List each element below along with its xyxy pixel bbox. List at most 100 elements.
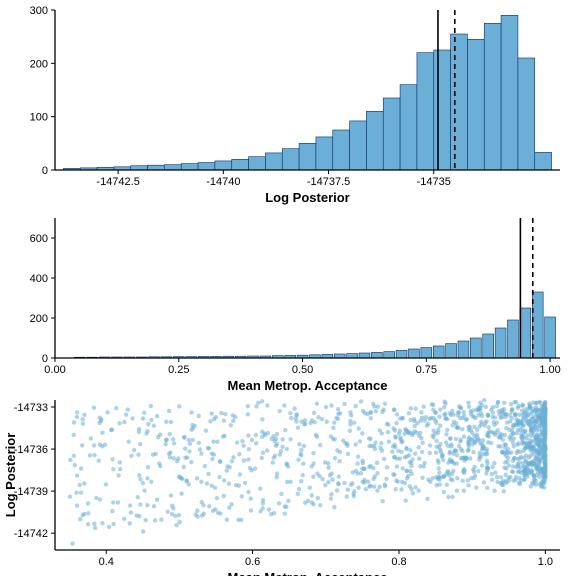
scatter-point [342,481,346,485]
scatter-point [474,485,478,489]
scatter-point [75,415,79,419]
histogram-bar [265,153,282,170]
scatter-point [239,518,243,522]
scatter-point [149,480,153,484]
scatter-point [279,492,283,496]
scatter-point [248,466,252,470]
scatter-point [172,456,176,460]
histogram-bar [282,149,299,170]
scatter-point [506,476,510,480]
scatter-point [522,456,526,460]
scatter-point [280,437,284,441]
scatter-point [444,432,448,436]
scatter-point [489,430,493,434]
scatter-point [215,496,219,500]
scatter-point [416,488,420,492]
scatter-point [151,452,155,456]
scatter-point [177,404,181,408]
histogram-bar [421,348,432,358]
scatter-point [231,419,235,423]
scatter-point [110,427,114,431]
scatter-point [254,433,258,437]
scatter-point [111,500,115,504]
scatter-point [436,427,440,431]
scatter-point [357,426,361,430]
scatter-point [271,460,275,464]
histogram-bar [316,137,333,170]
scatter-point [541,422,545,426]
scatter-point [490,472,494,476]
scatter-point [235,440,239,444]
x-axis-label: Log Posterior [265,190,350,205]
scatter-point [86,501,90,505]
scatter-point [409,406,413,410]
svg-text:100: 100 [30,112,48,124]
scatter-point [375,460,379,464]
scatter-point [528,424,532,428]
scatter-point [310,464,314,468]
scatter-point [495,404,499,408]
scatter-point [543,453,547,457]
scatter-point [86,511,90,515]
scatter-point [373,440,377,444]
scatter-point [360,431,364,435]
scatter-point [385,465,389,469]
scatter-point [260,456,264,460]
scatter-point [482,398,486,402]
scatter-point [466,478,470,482]
scatter-point [487,425,491,429]
scatter-point [169,493,173,497]
scatter-point [422,404,426,408]
scatter-point [443,412,447,416]
scatter-point [480,403,484,407]
scatter-point [437,475,441,479]
scatter-point [492,489,496,493]
histogram-bar [359,353,370,358]
scatter-point [81,421,85,425]
scatter-point [442,474,446,478]
scatter-point [509,450,513,454]
scatter-point [285,447,289,451]
scatter-point [482,480,486,484]
scatter-point [323,483,327,487]
scatter-point [378,485,382,489]
svg-text:1.00: 1.00 [539,364,560,376]
scatter-point [543,408,547,412]
scatter-point [450,495,454,499]
scatter-point [295,413,299,417]
scatter-point [246,457,250,461]
scatter-point [301,462,305,466]
scatter-point [215,440,219,444]
scatter-point [467,405,471,409]
histogram-bar [232,159,249,170]
scatter-point [335,488,339,492]
scatter-point [338,411,342,415]
scatter-point [346,487,350,491]
svg-text:-14733: -14733 [14,402,48,414]
scatter-point [518,428,522,432]
histogram-bar [470,338,481,358]
scatter-point [128,521,132,525]
scatter-point [430,476,434,480]
scatter-point [302,422,306,426]
scatter-point [375,471,379,475]
scatter-point [80,417,84,421]
scatter-point [394,478,398,482]
svg-text:0.50: 0.50 [292,364,313,376]
scatter-point [118,460,122,464]
scatter-point [217,475,221,479]
scatter-point [515,442,519,446]
scatter-point [409,464,413,468]
scatter-point [433,418,437,422]
scatter-point [141,529,145,533]
scatter-point [434,483,438,487]
scatter-point [260,429,264,433]
scatter-point [130,416,134,420]
scatter-point [157,461,161,465]
scatter-point [361,409,365,413]
scatter-point [394,487,398,491]
scatter-point [407,411,411,415]
scatter-point [277,501,281,505]
scatter-point [504,454,508,458]
scatter-point [371,477,375,481]
